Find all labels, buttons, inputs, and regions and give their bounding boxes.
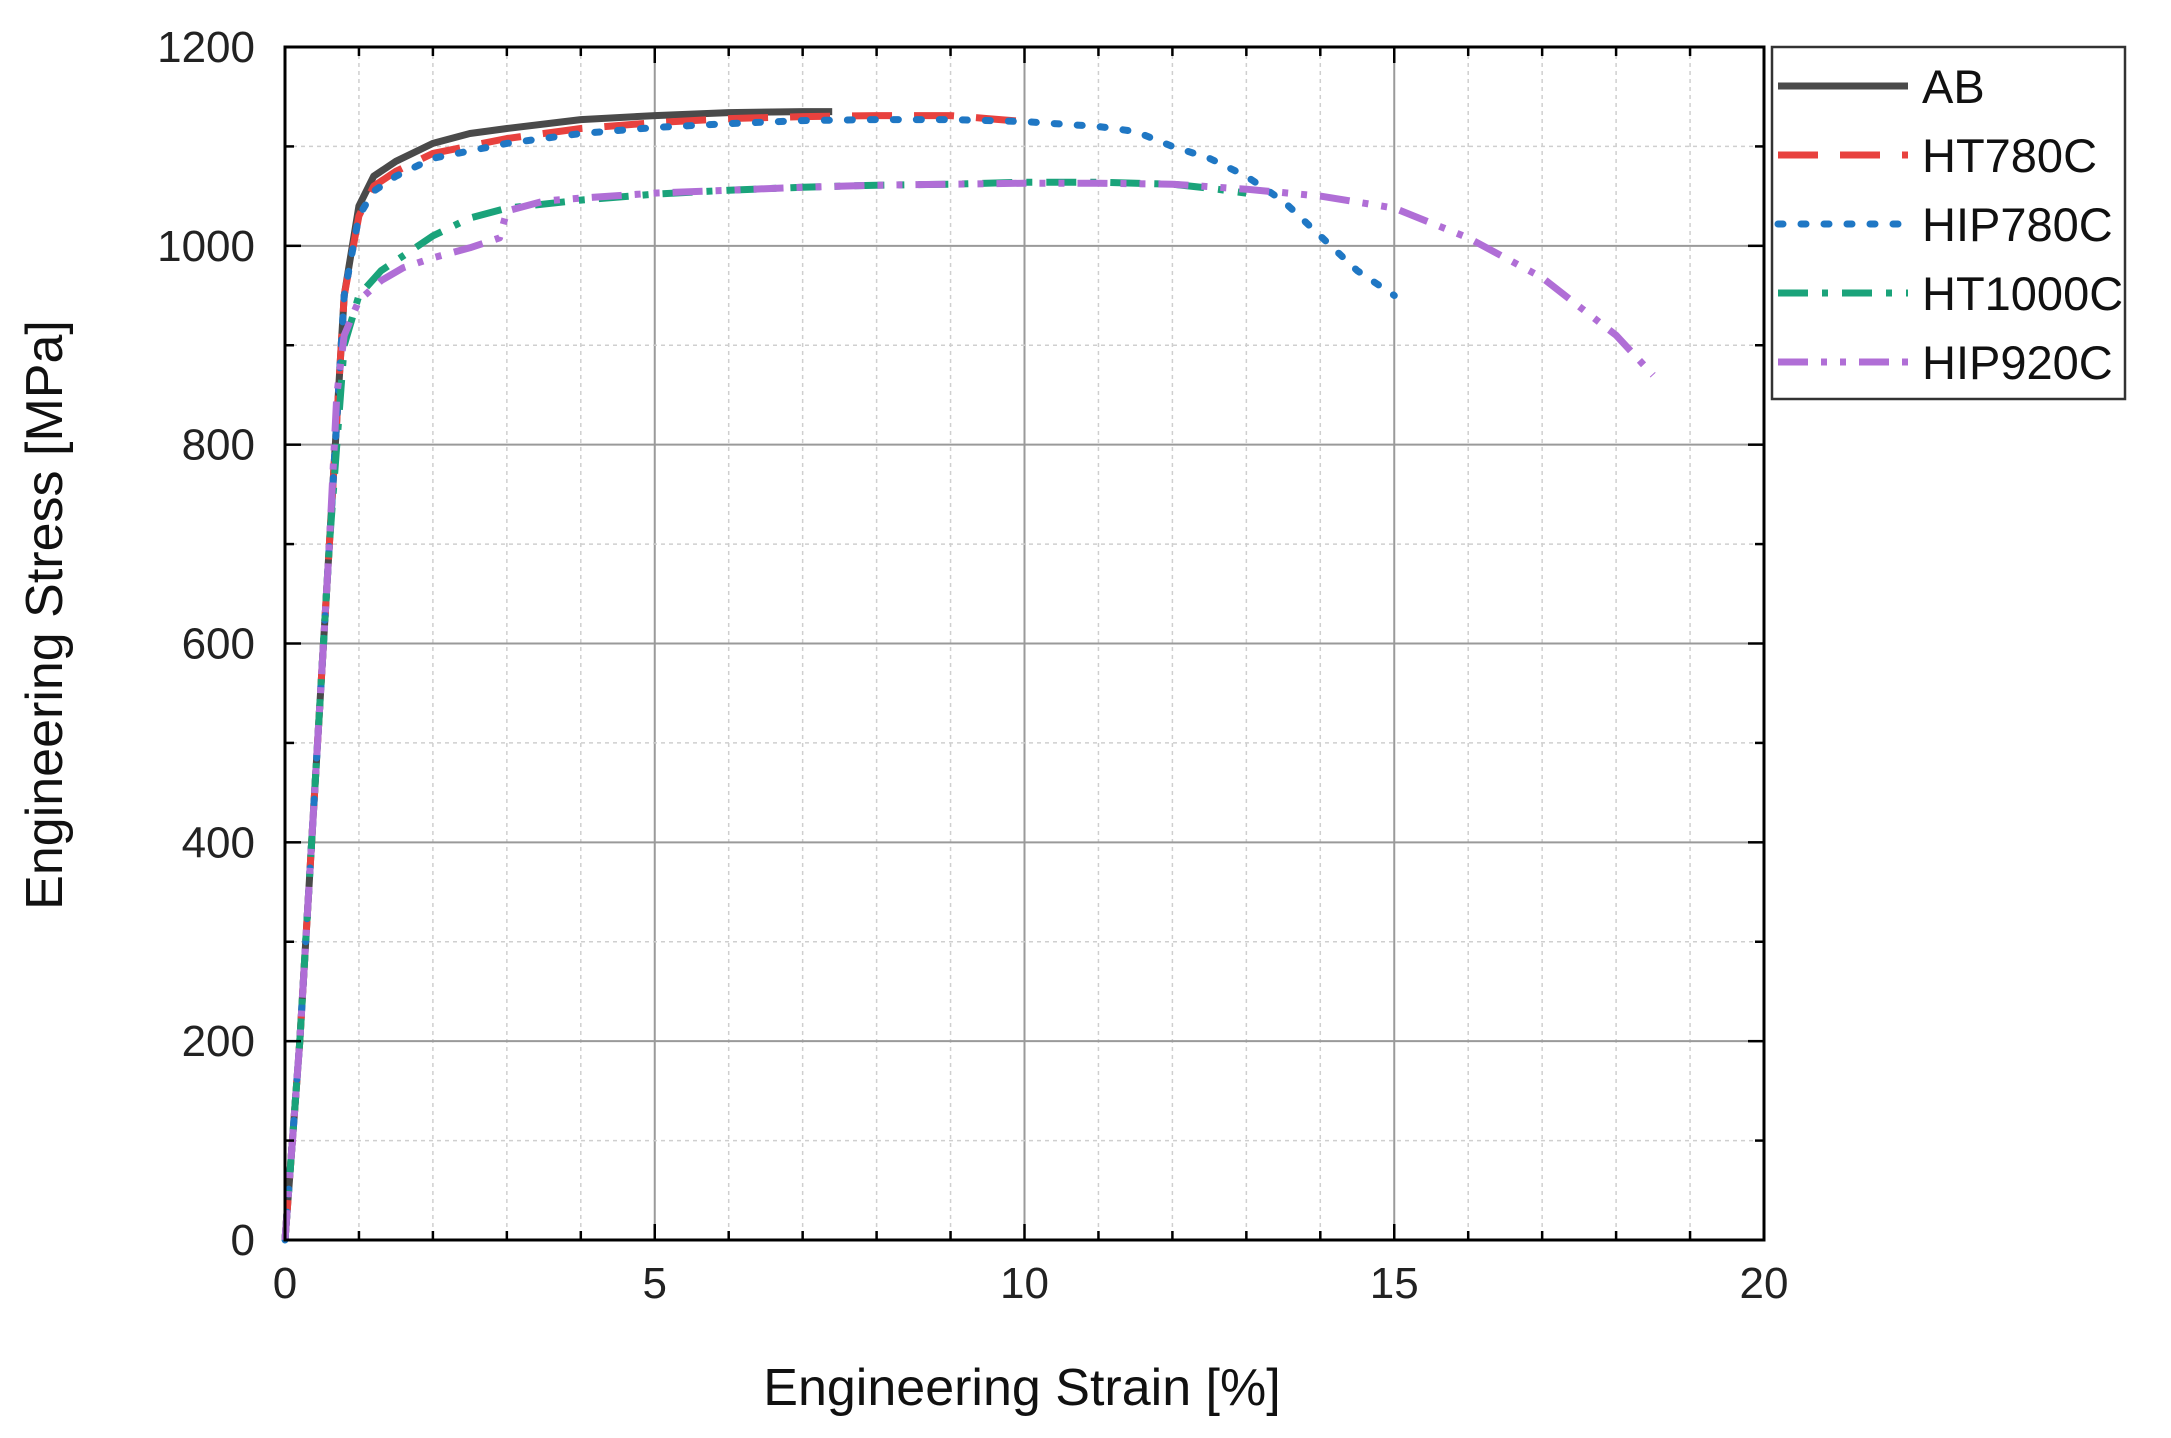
legend-label-ht1000c: HT1000C	[1922, 267, 2123, 320]
legend-label-ab: AB	[1922, 60, 1985, 113]
legend: AB HT780C HIP780C HT1000C HIP920C	[1770, 45, 2127, 401]
y-tick-label: 800	[182, 421, 255, 470]
x-tick-label: 20	[1740, 1259, 1789, 1308]
legend-label-ht780c: HT780C	[1922, 129, 2097, 182]
y-tick-label: 1000	[157, 222, 255, 271]
series-group	[281, 108, 1656, 1244]
y-tick-label: 200	[182, 1017, 255, 1066]
x-tick-label: 10	[1000, 1259, 1049, 1308]
grid	[285, 47, 1764, 1240]
axis-ticks	[283, 45, 1766, 1242]
x-tick-label: 15	[1370, 1259, 1419, 1308]
y-axis-title: Engineering Stress [MPa]	[16, 320, 74, 910]
y-tick-label: 1200	[157, 23, 255, 72]
y-tick-label: 600	[182, 620, 255, 669]
series-line-hip920c	[281, 179, 1656, 1241]
x-tick-label: 5	[643, 1259, 667, 1308]
legend-label-hip780c: HIP780C	[1922, 198, 2113, 251]
y-tick-label: 400	[182, 818, 255, 867]
legend-label-hip920c: HIP920C	[1922, 336, 2113, 389]
x-tick-label: 0	[273, 1259, 297, 1308]
y-tick-label: 0	[231, 1216, 255, 1265]
x-axis-title: Engineering Strain [%]	[763, 1359, 1280, 1417]
